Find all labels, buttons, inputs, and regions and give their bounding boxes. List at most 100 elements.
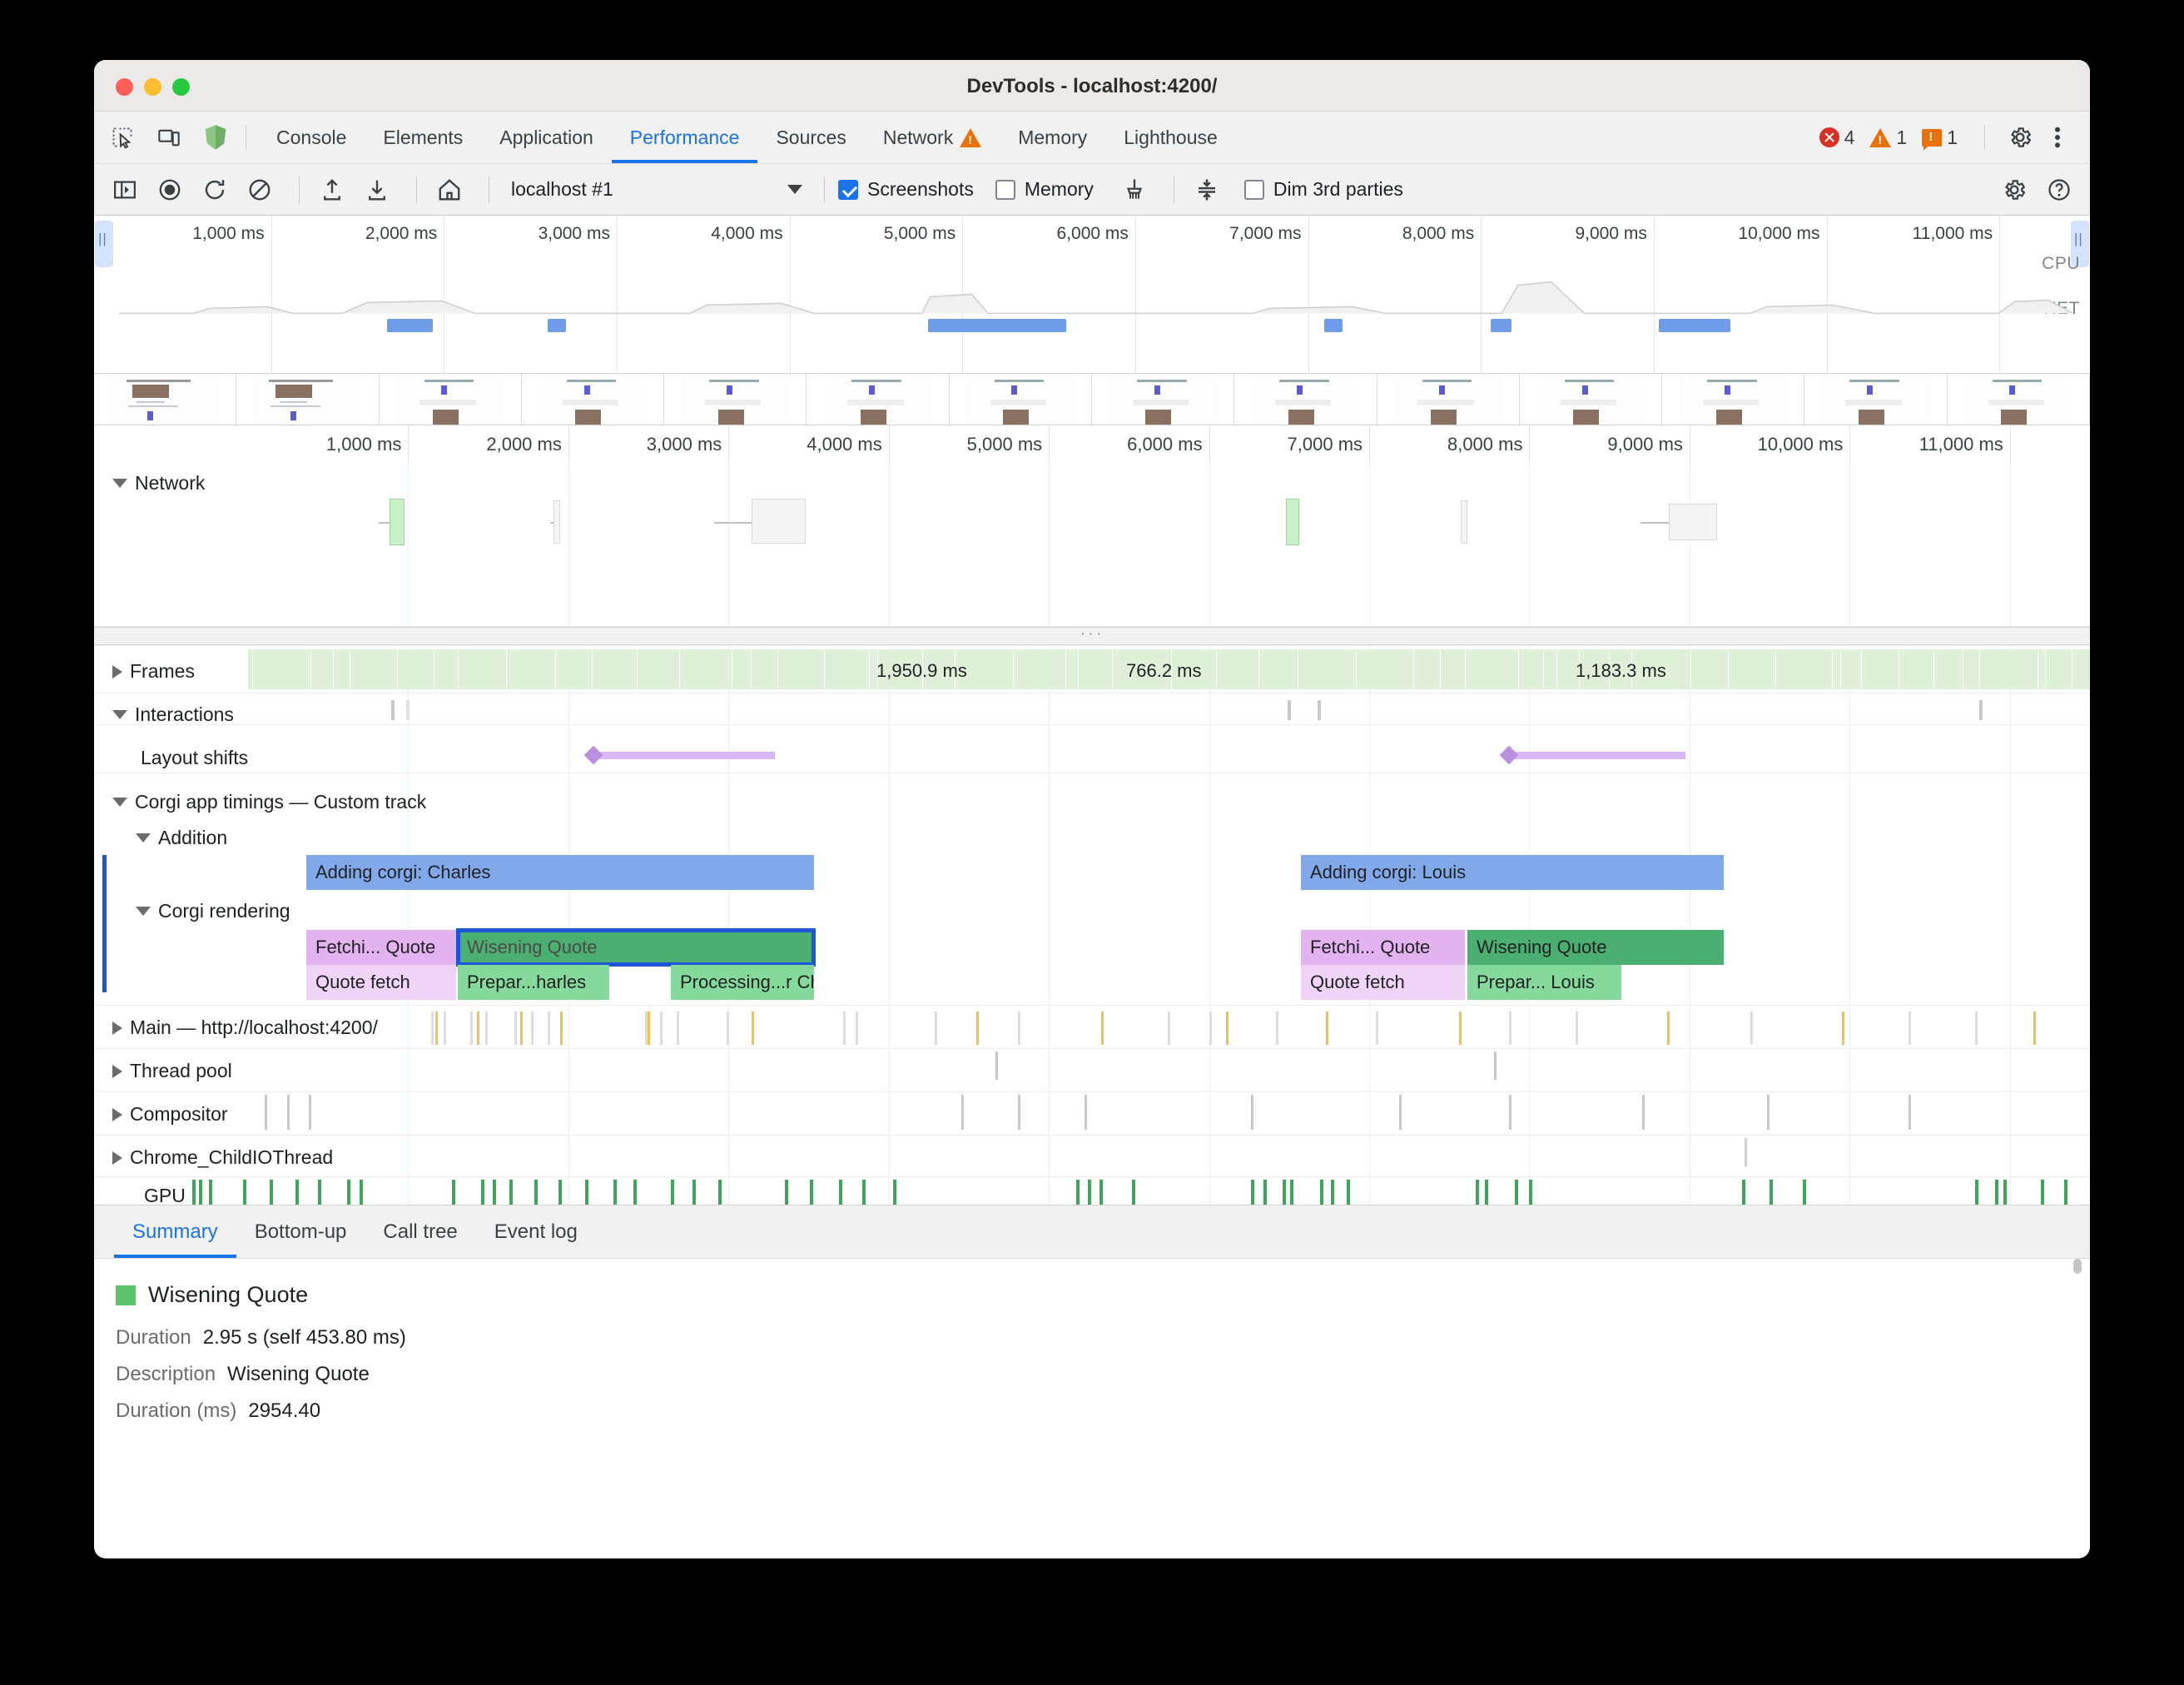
home-icon[interactable] xyxy=(430,171,469,209)
minimize-window-button[interactable] xyxy=(144,78,161,96)
network-request-bar[interactable] xyxy=(1669,504,1717,540)
network-request-bar[interactable] xyxy=(390,499,405,545)
warning-count-badge[interactable]: 1 xyxy=(1869,127,1907,149)
frame-segment[interactable] xyxy=(1113,649,1173,689)
network-request-bar[interactable] xyxy=(553,500,560,544)
tab-elements[interactable]: Elements xyxy=(365,112,481,163)
more-options-icon[interactable] xyxy=(2043,119,2072,156)
frame-segment[interactable] xyxy=(398,649,434,689)
filmstrip-frame[interactable] xyxy=(1091,374,1235,425)
frame-segment[interactable] xyxy=(1729,649,1777,689)
filmstrip-frame[interactable] xyxy=(1519,374,1663,425)
frame-segment[interactable] xyxy=(507,649,557,689)
frame-segment[interactable] xyxy=(679,649,732,689)
frame-segment[interactable] xyxy=(1631,649,1692,689)
tab-application[interactable]: Application xyxy=(481,112,612,163)
frame-segment[interactable] xyxy=(870,649,879,689)
flame-bar-processing-charles[interactable]: Processing...r Charles xyxy=(671,965,814,1000)
tab-event-log[interactable]: Event log xyxy=(476,1205,596,1258)
frame-segment[interactable] xyxy=(350,649,399,689)
frame-segment[interactable] xyxy=(923,649,956,689)
frame-segment[interactable] xyxy=(1776,649,1833,689)
frame-segment[interactable] xyxy=(2072,649,2090,689)
filmstrip-frame[interactable] xyxy=(236,374,380,425)
frame-segment[interactable] xyxy=(1862,649,1900,689)
frame-segment[interactable] xyxy=(1519,649,1544,689)
frame-segment[interactable] xyxy=(732,649,752,689)
frame-segment[interactable] xyxy=(1832,649,1841,689)
frame-segment[interactable] xyxy=(824,649,871,689)
gear-icon[interactable] xyxy=(2002,119,2038,156)
frame-segment[interactable] xyxy=(2046,649,2073,689)
flame-bar-quote-fetch-1[interactable]: Quote fetch xyxy=(306,965,456,1000)
interaction-marker[interactable] xyxy=(406,700,410,720)
panel-toggle-icon[interactable] xyxy=(106,171,144,209)
gpu-track-header[interactable]: GPU xyxy=(137,1185,192,1205)
flame-bar-adding-corgi-charles[interactable]: Adding corgi: Charles xyxy=(306,855,814,890)
window-traffic-lights[interactable] xyxy=(116,78,190,96)
frame-segment[interactable] xyxy=(1172,649,1218,689)
filmstrip-frame[interactable] xyxy=(807,374,950,425)
frame-segment[interactable] xyxy=(1014,649,1066,689)
tab-lighthouse[interactable]: Lighthouse xyxy=(1105,112,1236,163)
custom-track-header[interactable]: Corgi app timings — Custom track xyxy=(112,791,426,813)
network-track[interactable]: Network xyxy=(94,462,2090,627)
overview-window-right-handle[interactable] xyxy=(2071,221,2089,267)
layout-shifts-track-header[interactable]: Layout shifts xyxy=(141,747,248,769)
frame-segment[interactable] xyxy=(1979,649,2038,689)
frame-segment[interactable] xyxy=(1933,649,1964,689)
network-request-bar[interactable] xyxy=(1461,500,1467,544)
network-request-bar[interactable] xyxy=(752,499,806,544)
frame-segment[interactable] xyxy=(458,649,508,689)
filmstrip-frame[interactable] xyxy=(1947,374,2090,425)
tab-summary[interactable]: Summary xyxy=(114,1205,236,1258)
network-track-header[interactable]: Network xyxy=(112,472,205,495)
details-scrollbar-thumb[interactable] xyxy=(2073,1259,2082,1274)
clear-icon[interactable] xyxy=(241,171,279,209)
tab-call-tree[interactable]: Call tree xyxy=(365,1205,475,1258)
screenshots-checkbox[interactable]: Screenshots xyxy=(838,178,974,201)
frame-segment[interactable] xyxy=(556,649,593,689)
frame-segment[interactable] xyxy=(1217,649,1260,689)
frames-track-header[interactable]: Frames xyxy=(112,660,203,683)
frame-segment[interactable] xyxy=(1298,649,1357,689)
layout-shift-marker[interactable] xyxy=(583,745,603,765)
flame-bar-fetching-quote-1[interactable]: Fetchi... Quote xyxy=(306,930,456,965)
frame-segment[interactable] xyxy=(778,649,825,689)
frame-segment[interactable] xyxy=(1840,649,1863,689)
filmstrip[interactable] xyxy=(94,374,2090,425)
thread-pool-track-header[interactable]: Thread pool xyxy=(112,1060,232,1082)
download-icon[interactable] xyxy=(358,171,396,209)
timeline-overview[interactable]: CPU NET 1,000 ms2,000 ms3,000 ms4,000 ms… xyxy=(94,216,2090,374)
frame-segment[interactable] xyxy=(1065,649,1079,689)
filmstrip-frame[interactable] xyxy=(1804,374,1948,425)
tab-bottom-up[interactable]: Bottom-up xyxy=(236,1205,365,1258)
frame-segment[interactable] xyxy=(1441,649,1466,689)
compositor-track-header[interactable]: Compositor xyxy=(112,1103,238,1126)
addition-group-header[interactable]: Addition xyxy=(136,827,227,849)
frame-segment[interactable] xyxy=(878,649,924,689)
frame-segment[interactable] xyxy=(955,649,1015,689)
filmstrip-frame[interactable] xyxy=(94,374,237,425)
tab-console[interactable]: Console xyxy=(258,112,365,163)
frame-segment[interactable] xyxy=(1356,649,1415,689)
frame-segment[interactable] xyxy=(1580,649,1611,689)
main-thread-track-header[interactable]: Main — http://localhost:4200/ xyxy=(112,1016,388,1039)
garbage-collect-icon[interactable] xyxy=(1115,171,1154,209)
frame-segment[interactable] xyxy=(333,649,351,689)
maximize-window-button[interactable] xyxy=(172,78,190,96)
overview-window-left-handle[interactable] xyxy=(95,221,113,267)
frame-segment[interactable] xyxy=(1691,649,1730,689)
collapse-tracks-icon[interactable] xyxy=(1188,171,1226,209)
flame-bar-preparing-louis[interactable]: Prepar... Louis xyxy=(1467,965,1621,1000)
flamechart[interactable]: Frames 1,950.9 ms 766.2 ms 1,183.3 ms In… xyxy=(94,645,2090,1205)
filmstrip-frame[interactable] xyxy=(379,374,522,425)
interaction-marker[interactable] xyxy=(1979,700,1983,720)
frame-segment[interactable] xyxy=(1465,649,1520,689)
issue-count-badge[interactable]: 1 xyxy=(1922,127,1958,151)
gear-icon[interactable] xyxy=(1995,171,2033,209)
close-window-button[interactable] xyxy=(116,78,133,96)
filmstrip-frame[interactable] xyxy=(1377,374,1520,425)
frame-segment[interactable] xyxy=(1078,649,1114,689)
frame-segment[interactable] xyxy=(1610,649,1632,689)
